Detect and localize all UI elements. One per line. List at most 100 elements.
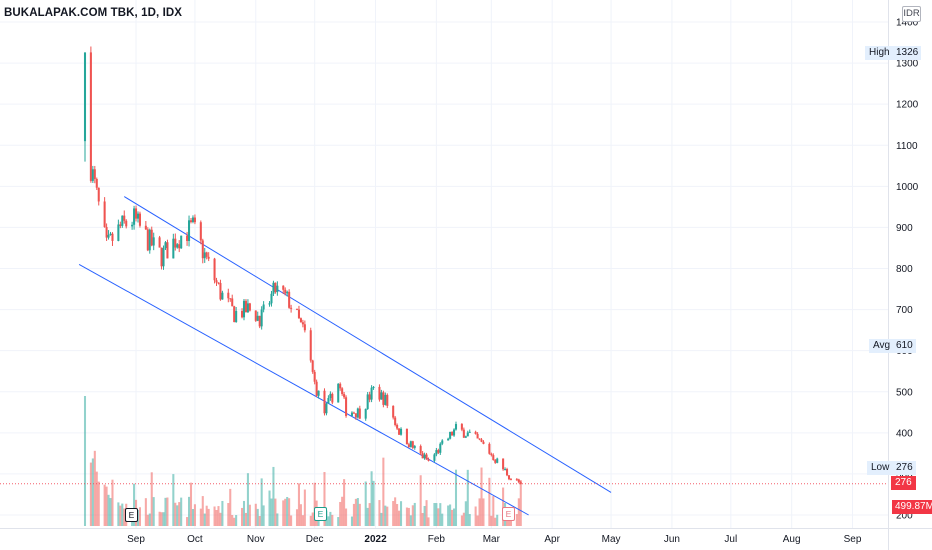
- candle-body: [407, 444, 410, 447]
- volume-bar: [460, 515, 463, 526]
- candle-body: [356, 408, 359, 418]
- y-tick-label: 200: [896, 511, 913, 522]
- candle-body: [219, 283, 222, 300]
- candle-body: [502, 458, 505, 470]
- volume-bar: [229, 488, 232, 526]
- volume-bar: [180, 497, 183, 526]
- candle-body: [229, 298, 232, 300]
- volume-bar: [233, 517, 236, 526]
- candle-body: [176, 244, 179, 248]
- x-tick-label: Jun: [664, 534, 680, 545]
- volume-bar: [407, 507, 410, 526]
- candle-body: [421, 453, 424, 459]
- volume-bar: [366, 507, 369, 526]
- y-tick-label: 1300: [896, 59, 919, 70]
- candle-body: [199, 222, 202, 241]
- candle-body: [453, 429, 456, 436]
- candle-body: [178, 244, 181, 249]
- volume-bar: [193, 504, 196, 526]
- volume-bar: [303, 489, 306, 526]
- candle-body: [386, 394, 389, 406]
- candle-body: [325, 403, 328, 414]
- candle-body: [207, 256, 210, 259]
- candle-body: [274, 282, 277, 293]
- volume-bar: [288, 498, 291, 526]
- volume-bar: [411, 505, 414, 526]
- x-tick-label: Sep: [127, 534, 145, 545]
- volume-bar: [146, 514, 149, 526]
- volume-bar: [242, 500, 246, 526]
- volume-bar: [217, 506, 220, 526]
- volume-bar: [327, 516, 330, 526]
- volume-bar: [213, 506, 216, 526]
- earnings-flag-icon[interactable]: E: [502, 507, 515, 521]
- candle-body: [425, 454, 428, 460]
- candle-body: [203, 252, 206, 259]
- candle-body: [413, 446, 416, 448]
- volume-bar: [441, 513, 444, 526]
- volume-bar: [433, 503, 436, 526]
- candle-body: [441, 440, 444, 444]
- earnings-flag-icon[interactable]: E: [125, 508, 138, 522]
- candle-body: [364, 408, 367, 419]
- volume-bar: [427, 517, 430, 526]
- candle-body: [233, 306, 236, 323]
- x-tick-label: Sep: [844, 534, 862, 545]
- volume-bar: [519, 480, 522, 526]
- candle-body: [474, 431, 477, 434]
- horizontal-gridlines: [0, 21, 888, 516]
- candle-body: [337, 383, 340, 403]
- candle-body: [488, 443, 491, 454]
- volume-bar: [341, 496, 344, 526]
- volume-bar: [119, 505, 122, 526]
- candle-body: [162, 248, 165, 267]
- volume-bar: [409, 515, 412, 526]
- candle-body: [496, 458, 499, 463]
- candle-body: [297, 309, 300, 319]
- volume-bar: [323, 472, 326, 526]
- candle-body: [423, 454, 426, 459]
- volume-bar: [309, 515, 312, 526]
- volume-bar: [435, 503, 438, 526]
- volume-bar: [462, 512, 465, 526]
- candle-body: [409, 441, 412, 447]
- volume-bar: [162, 512, 165, 526]
- candle-body: [136, 213, 140, 219]
- candle-body: [117, 224, 120, 241]
- volume-bar: [136, 509, 140, 526]
- volume-bar: [95, 471, 98, 526]
- volume-bar: [227, 503, 230, 526]
- candle-body: [131, 224, 134, 227]
- volume-bar: [480, 467, 483, 526]
- volume-bar: [517, 498, 520, 526]
- candle-body: [517, 479, 520, 483]
- volume-bar: [299, 504, 302, 526]
- candle-body: [411, 441, 414, 448]
- volume-bar: [111, 479, 114, 526]
- volume-bar: [380, 512, 383, 526]
- volume-bars: [83, 396, 522, 526]
- volume-bar: [123, 508, 126, 526]
- volume-bar: [158, 511, 161, 526]
- volume-bar: [150, 472, 153, 526]
- candle-body: [460, 424, 463, 430]
- volume-bar: [121, 503, 124, 526]
- volume-bar: [421, 513, 424, 526]
- candle-body: [303, 324, 306, 331]
- candle-body: [380, 392, 383, 400]
- candle-body: [121, 215, 124, 226]
- channel-lower-line: [78, 263, 529, 516]
- volume-bar: [248, 504, 251, 526]
- candle-body: [248, 303, 251, 311]
- x-tick-label: Nov: [247, 534, 265, 545]
- earnings-flag-icon[interactable]: E: [314, 507, 327, 521]
- volume-bar: [205, 505, 208, 526]
- currency-badge[interactable]: IDR: [902, 6, 921, 22]
- volume-bar: [186, 517, 189, 526]
- candle-body: [164, 242, 167, 249]
- volume-bar: [97, 481, 100, 526]
- candle-body: [454, 424, 458, 430]
- candle-body: [288, 291, 291, 308]
- candle-body: [186, 235, 189, 241]
